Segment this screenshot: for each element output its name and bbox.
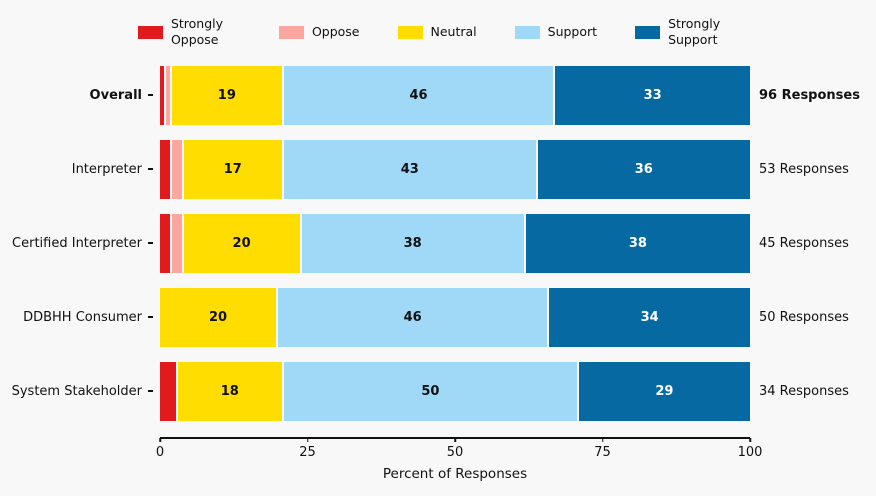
- legend-swatch-icon: [397, 25, 423, 39]
- legend-item: Support: [514, 23, 598, 40]
- bar-segment: 46: [278, 287, 550, 347]
- bar-track: 19 46 33: [160, 65, 750, 125]
- bar-segment: 19: [171, 65, 284, 125]
- category-label: Overall: [89, 87, 142, 103]
- bar-segment: [160, 213, 172, 273]
- x-tick-label: 25: [299, 445, 316, 460]
- segment-value-label: 46: [409, 87, 428, 103]
- category-label: Certified Interpreter: [12, 235, 142, 251]
- y-tick-mark: [148, 94, 153, 96]
- chart-row: Overall 19 46 33 96 Responses: [0, 58, 876, 132]
- bar-segment: [171, 213, 184, 273]
- y-tick-mark: [148, 242, 153, 244]
- bar-track: 20 46 34: [160, 287, 750, 347]
- x-tick-mark: [454, 438, 456, 442]
- chart-row: Interpreter 17 43 36 53 Responses: [0, 132, 876, 206]
- segment-value-label: 46: [403, 309, 422, 325]
- segment-value-label: 38: [403, 235, 422, 251]
- segment-value-label: 38: [628, 235, 647, 251]
- bar-segment: 38: [525, 213, 750, 273]
- bar-segment: 34: [549, 287, 750, 347]
- chart-row: Certified Interpreter 20 38 38 45 Response…: [0, 206, 876, 280]
- bar-track: 18 50 29: [160, 361, 750, 421]
- bar-segment: 18: [177, 361, 284, 421]
- bar-segment: 43: [283, 139, 538, 199]
- x-tick-label: 50: [446, 445, 464, 460]
- response-count-label: 34 Responses: [759, 383, 849, 399]
- segment-value-label: 17: [223, 161, 242, 177]
- legend-item: Strongly Oppose: [137, 15, 241, 49]
- x-axis-line: [160, 437, 750, 439]
- bar-segment: 17: [183, 139, 284, 199]
- segment-value-label: 18: [220, 383, 239, 399]
- segment-value-label: 20: [208, 309, 228, 325]
- category-label: DDBHH Consumer: [23, 309, 142, 325]
- response-count-label: 50 Responses: [759, 309, 849, 325]
- chart-legend: Strongly Oppose Oppose Neutral Support S…: [0, 0, 876, 54]
- x-tick-label: 0: [155, 445, 165, 460]
- chart-rows: Overall 19 46 33 96 Responses Interpreter …: [0, 58, 876, 428]
- segment-value-label: 43: [400, 161, 419, 177]
- chart-row: DDBHH Consumer 20 46 34 50 Responses: [0, 280, 876, 354]
- bar-segment: 33: [555, 65, 750, 125]
- legend-item: Neutral: [397, 23, 477, 40]
- segment-value-label: 33: [643, 87, 662, 103]
- bar-segment: 50: [283, 361, 579, 421]
- response-count-label: 96 Responses: [759, 87, 860, 103]
- segment-value-label: 20: [232, 235, 251, 251]
- bar-segment: [160, 139, 172, 199]
- response-count-label: 53 Responses: [759, 161, 849, 177]
- x-tick-mark: [306, 438, 309, 442]
- x-tick-mark: [601, 438, 604, 442]
- x-tick-label: 100: [737, 445, 763, 460]
- legend-label: Neutral: [430, 23, 477, 39]
- bar-segment: 38: [301, 213, 526, 273]
- bar-segment: 36: [537, 139, 750, 199]
- legend-item: Oppose: [278, 23, 360, 40]
- bar-track: 20 38 38: [160, 213, 750, 273]
- bar-segment: [171, 139, 184, 199]
- legend-swatch-icon: [278, 25, 304, 39]
- legend-label: Oppose: [311, 23, 360, 39]
- category-label: Interpreter: [71, 161, 142, 177]
- bar-track: 17 43 36: [160, 139, 750, 199]
- legend-label: Support: [547, 23, 598, 39]
- x-tick-mark: [159, 438, 161, 442]
- segment-value-label: 50: [421, 383, 440, 399]
- legend-item: Strongly Support: [635, 16, 738, 49]
- legend-label: Strongly Oppose: [170, 15, 224, 47]
- bar-segment: [165, 65, 172, 125]
- legend-swatch-icon: [514, 25, 540, 39]
- bar-segment: 29: [578, 361, 750, 421]
- x-tick-label: 75: [594, 445, 611, 460]
- legend-swatch-icon: [635, 25, 661, 39]
- x-axis-title: Percent of Responses: [382, 466, 528, 482]
- segment-value-label: 19: [217, 87, 236, 103]
- x-axis: 0 25 50 75 100: [156, 437, 762, 463]
- segment-value-label: 29: [655, 383, 674, 399]
- segment-value-label: 34: [640, 309, 659, 325]
- category-label: System Stakeholder: [11, 383, 142, 399]
- x-tick-mark: [749, 438, 751, 442]
- chart-row: System Stakeholder 18 50 29 34 Responses: [0, 354, 876, 428]
- legend-label: Strongly Support: [668, 15, 721, 47]
- legend-swatch-icon: [137, 25, 163, 39]
- response-count-label: 45 Responses: [759, 235, 849, 251]
- bar-segment: 20: [183, 213, 302, 273]
- bar-segment: [160, 65, 166, 125]
- bar-segment: [160, 361, 178, 421]
- bar-segment: 20: [160, 287, 278, 347]
- y-tick-mark: [148, 316, 153, 318]
- y-tick-mark: [148, 390, 153, 392]
- y-tick-mark: [148, 168, 153, 170]
- bar-segment: 46: [283, 65, 556, 125]
- segment-value-label: 36: [634, 161, 653, 177]
